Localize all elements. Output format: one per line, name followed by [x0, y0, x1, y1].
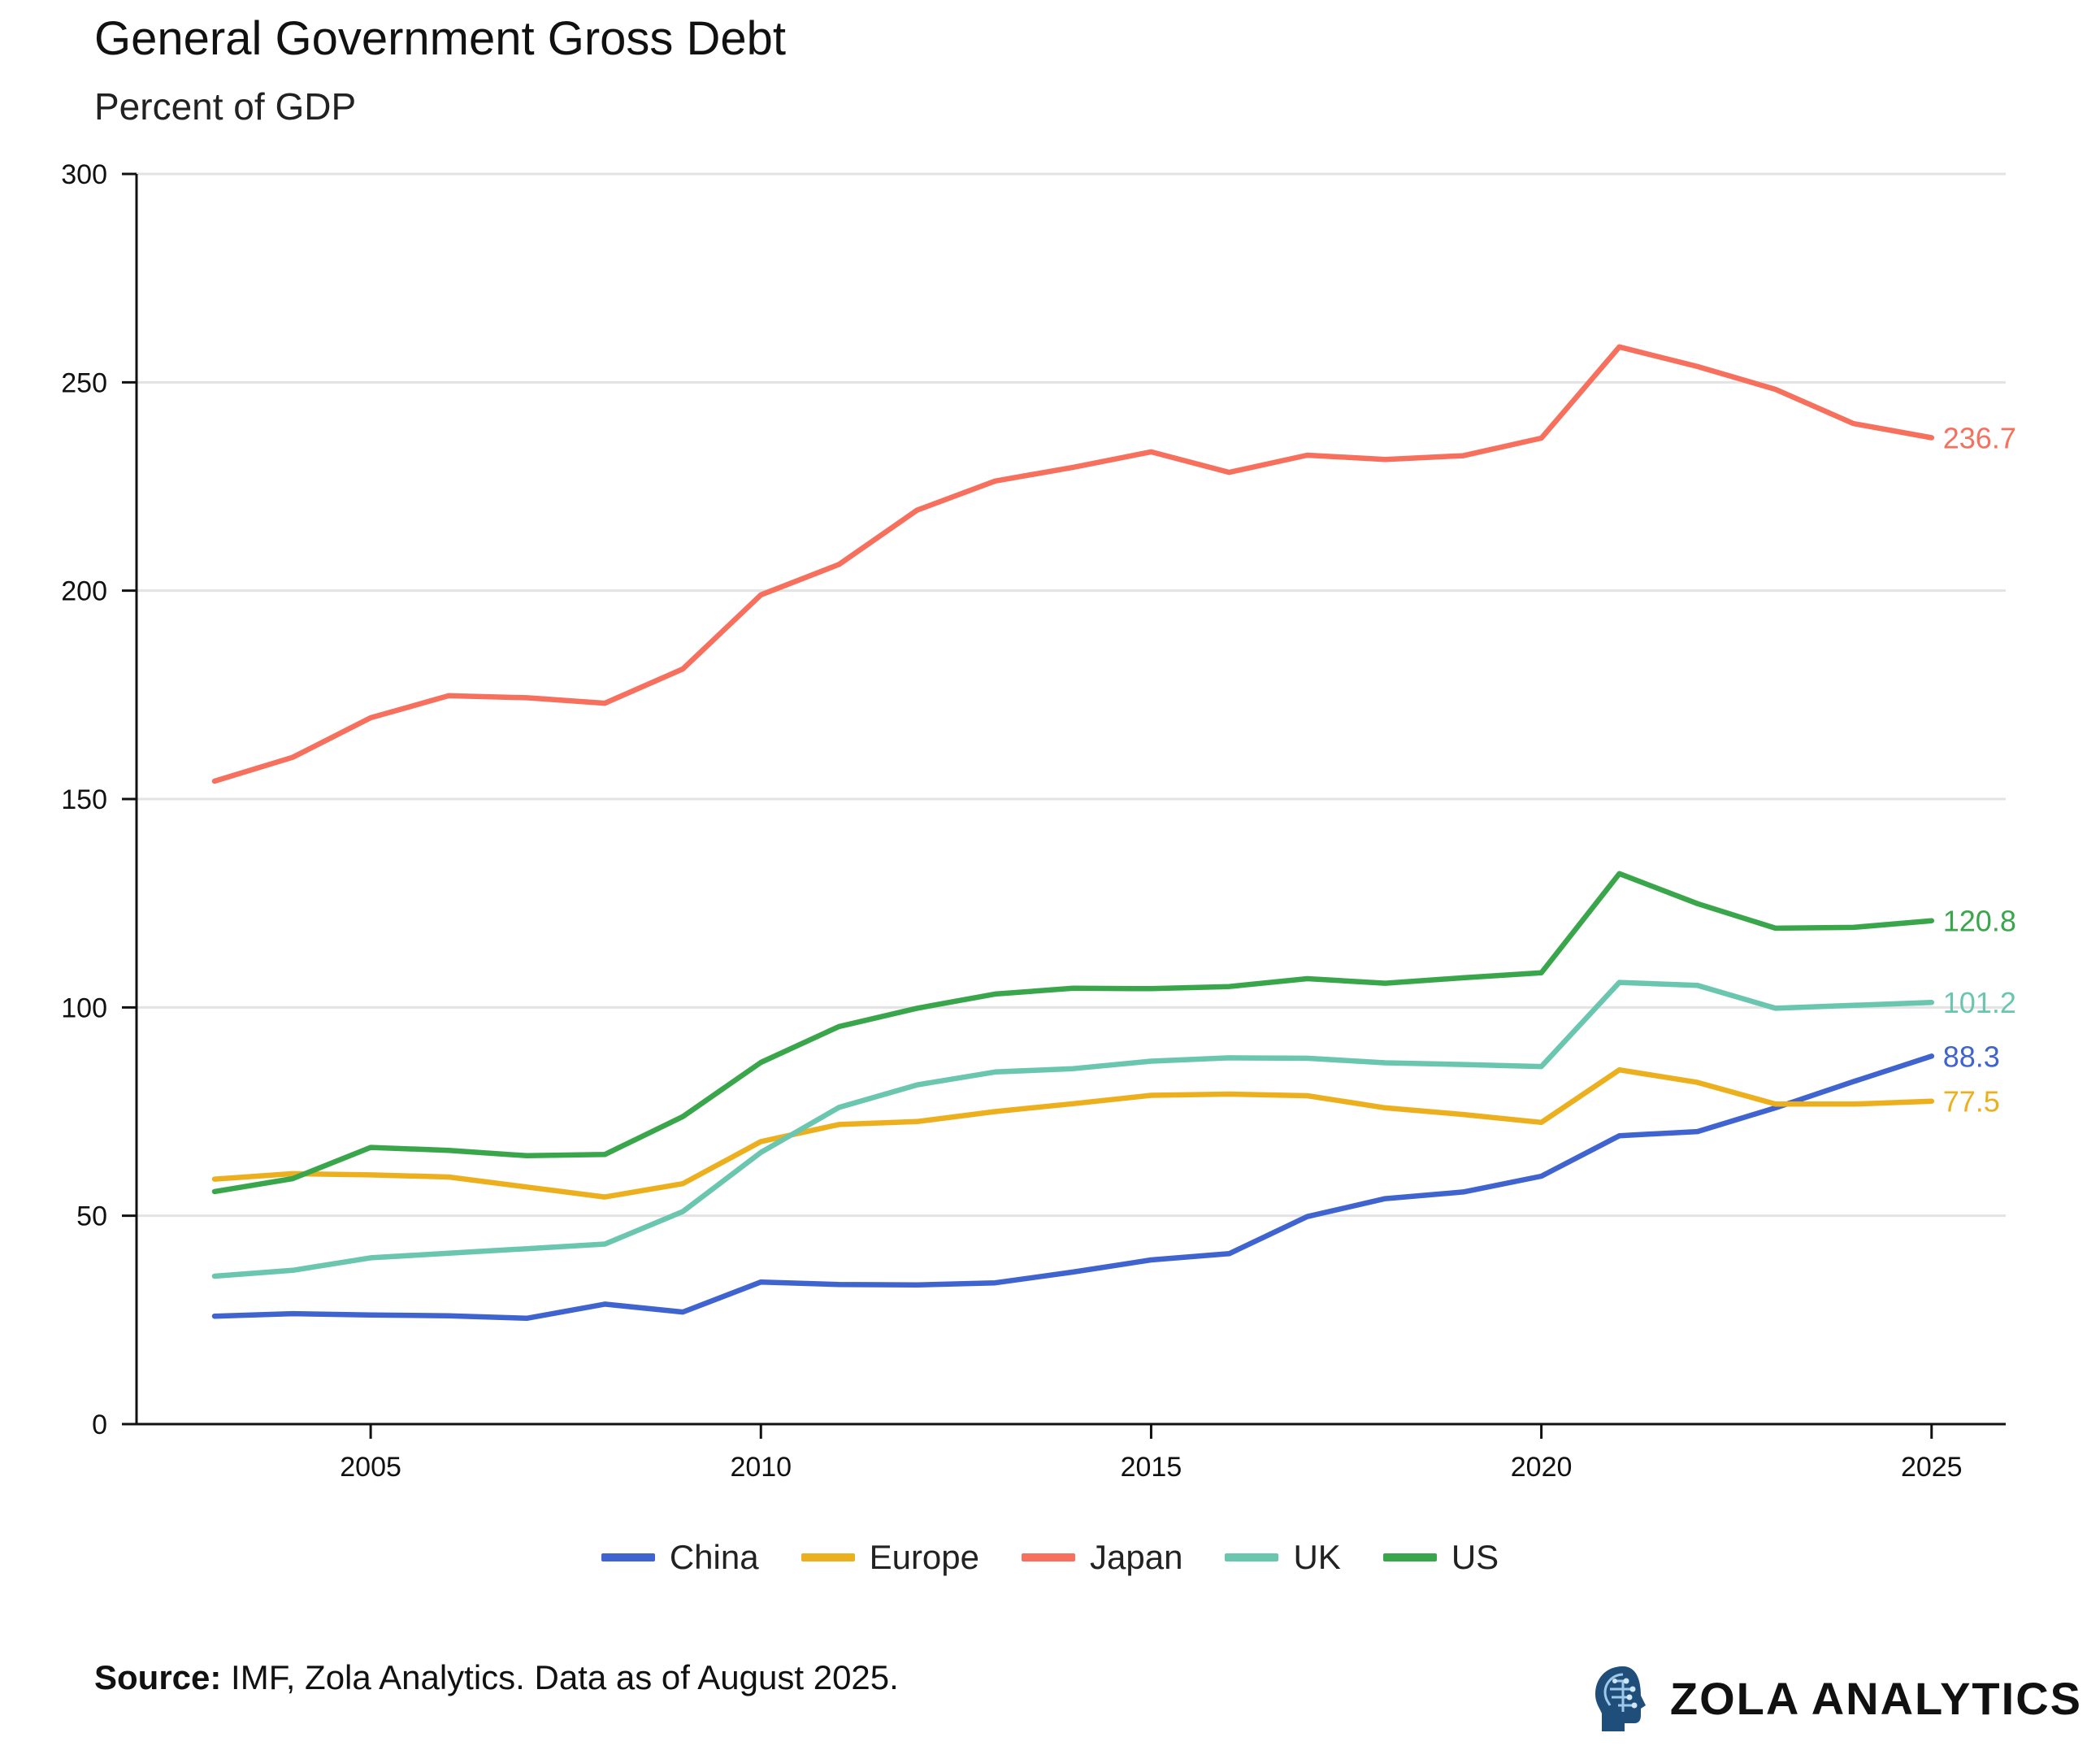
legend-item-us: US: [1382, 1538, 1499, 1577]
legend-item-china: China: [601, 1538, 759, 1577]
legend-label-uk: UK: [1293, 1538, 1341, 1576]
y-tick-label: 300: [61, 159, 107, 190]
x-tick-label: 2020: [1511, 1452, 1573, 1483]
brand: ZOLA ANALYTICS: [1590, 1663, 2082, 1733]
series-line-europe: [211, 1066, 1935, 1200]
legend-label-us: US: [1451, 1538, 1499, 1576]
y-tick-label: 150: [61, 784, 107, 815]
source-note: Source: IMF, Zola Analytics. Data as of …: [94, 1658, 899, 1697]
series-line-china: [211, 1053, 1935, 1322]
end-label-uk: 101.2: [1943, 986, 2016, 1019]
brain-head-icon: [1595, 1666, 1646, 1731]
x-tick-label: 2005: [340, 1452, 401, 1483]
y-tick-label: 100: [61, 992, 107, 1023]
axes: 0 50 100 150 200 250 300 2005 2010 2015 2020 2025: [61, 159, 2006, 1483]
legend: China Europe Japan UK US: [0, 1538, 2100, 1577]
series-lines: [211, 344, 1935, 1322]
end-label-europe: 77.5: [1943, 1085, 2000, 1118]
legend-item-uk: UK: [1225, 1538, 1341, 1577]
y-tick-label: 50: [76, 1201, 107, 1232]
end-labels: 88.3 77.5 236.7 101.2 120.8: [1943, 422, 2016, 1118]
y-tick-label: 200: [61, 576, 107, 607]
y-tick-label: 0: [92, 1409, 107, 1440]
legend-item-japan: Japan: [1022, 1538, 1182, 1577]
legend-item-europe: Europe: [801, 1538, 979, 1577]
source-label: Source:: [94, 1658, 222, 1696]
chart-subtitle: Percent of GDP: [94, 85, 357, 128]
end-label-us: 120.8: [1943, 905, 2016, 938]
chart-title: General Government Gross Debt: [94, 12, 787, 65]
series-line-us: [211, 871, 1935, 1195]
gridlines: [137, 172, 2006, 1218]
source-text: IMF, Zola Analytics. Data as of August 2…: [231, 1658, 899, 1696]
legend-swatch-china: [601, 1553, 655, 1561]
legend-swatch-uk: [1225, 1553, 1279, 1561]
y-tick-label: 250: [61, 367, 107, 398]
x-tick-label: 2010: [730, 1452, 792, 1483]
end-label-japan: 236.7: [1943, 422, 2016, 455]
legend-swatch-europe: [801, 1553, 855, 1561]
legend-label-europe: Europe: [869, 1538, 980, 1576]
legend-label-china: China: [669, 1538, 759, 1576]
series-line-uk: [211, 979, 1935, 1279]
legend-swatch-japan: [1022, 1553, 1076, 1561]
x-tick-label: 2025: [1901, 1452, 1963, 1483]
series-line-japan: [211, 344, 1935, 784]
legend-swatch-us: [1382, 1553, 1437, 1561]
x-tick-label: 2015: [1121, 1452, 1182, 1483]
brand-name: ZOLA ANALYTICS: [1669, 1672, 2082, 1724]
legend-label-japan: Japan: [1090, 1538, 1183, 1576]
end-label-china: 88.3: [1943, 1040, 2000, 1073]
